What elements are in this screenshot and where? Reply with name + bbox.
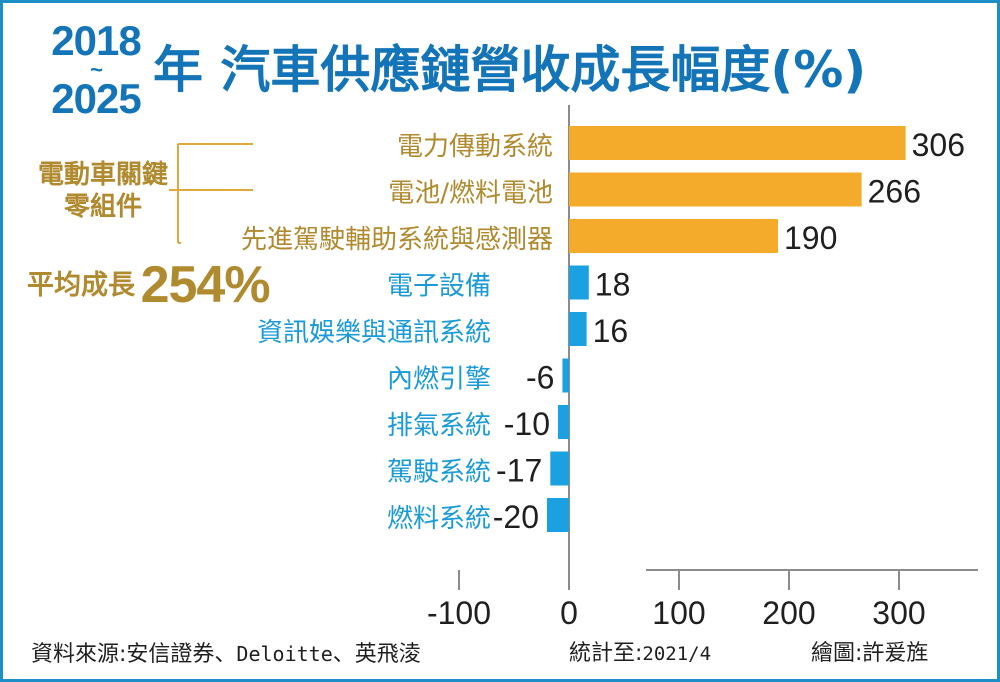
category-label-3: 電子設備 — [387, 272, 491, 302]
category-label-2: 先進駕駛輔助系統與感測器 — [241, 225, 553, 255]
source-text: 資料來源:安信證券、Deloitte、英飛淩 — [31, 642, 421, 667]
value-label-2: 190 — [784, 220, 837, 256]
category-label-7: 駕駛系統 — [387, 458, 491, 488]
bar-0 — [569, 126, 906, 160]
value-label-0: 306 — [912, 127, 965, 163]
x-tick-label-4: 300 — [872, 595, 925, 631]
source-label: 資料來源:安信證券、 — [31, 642, 237, 667]
bar-7 — [550, 451, 569, 486]
category-label-4: 資訊娛樂與通訊系統 — [257, 318, 491, 348]
title-year-end: 2025 — [51, 75, 141, 122]
group-label: 電動車關鍵零組件 — [37, 160, 168, 222]
chart-title: 年 汽車供應鏈營收成長幅度(%) — [153, 41, 867, 99]
value-label-5: -6 — [526, 360, 554, 396]
category-label-5: 內燃引擎 — [387, 365, 491, 395]
average-growth-value: 254% — [140, 256, 271, 314]
group-bracket — [169, 143, 253, 244]
value-label-6: -10 — [504, 406, 550, 442]
value-label-1: 266 — [868, 174, 921, 210]
bar-2 — [569, 219, 778, 253]
credit: 繪圖:許爰旌 — [811, 641, 929, 666]
value-label-3: 18 — [595, 267, 631, 303]
title-year-start: 2018 — [51, 17, 141, 64]
x-tick-label-2: 100 — [652, 595, 705, 631]
stat-text: 統計至:2021/4 — [569, 637, 711, 671]
bar-5 — [562, 358, 569, 393]
average-growth-label: 平均成長 — [27, 270, 135, 301]
x-tick-label-0: -100 — [427, 595, 491, 631]
stat-label: 統計至: — [569, 641, 643, 666]
category-label-8: 燃料系統 — [387, 504, 491, 534]
category-label-6: 排氣系統 — [387, 411, 491, 441]
average-growth: 平均成長 254% — [27, 255, 271, 315]
bar-6 — [558, 405, 569, 439]
x-tick-label-3: 200 — [762, 595, 815, 631]
value-label-7: -17 — [496, 453, 542, 489]
bar-chart: -100 0 100 200 300 306 電力傳動系統 266 電池/燃料電池 190 先進駕駛… — [241, 105, 978, 631]
source-deloitte: Deloitte — [236, 642, 333, 666]
x-tick-label-1: 0 — [560, 595, 578, 631]
title-year-range: 2018 ~ 2025 — [41, 20, 151, 122]
bar-3 — [569, 265, 589, 300]
value-label-4: 16 — [593, 313, 629, 349]
value-label-8: -20 — [493, 499, 539, 535]
bar-4 — [569, 312, 587, 346]
category-label-0: 電力傳動系統 — [397, 132, 553, 162]
footer: 資料來源:安信證券、Deloitte、英飛淩 統計至:2021/4 繪圖:許爰旌 — [31, 637, 981, 672]
source-rest: 、英飛淩 — [332, 642, 421, 667]
bar-1 — [569, 172, 862, 207]
title-year-separator: ~ — [90, 57, 103, 82]
stat-date: 2021/4 — [642, 643, 712, 665]
category-label-1: 電池/燃料電池 — [388, 179, 553, 209]
bar-8 — [547, 498, 569, 532]
